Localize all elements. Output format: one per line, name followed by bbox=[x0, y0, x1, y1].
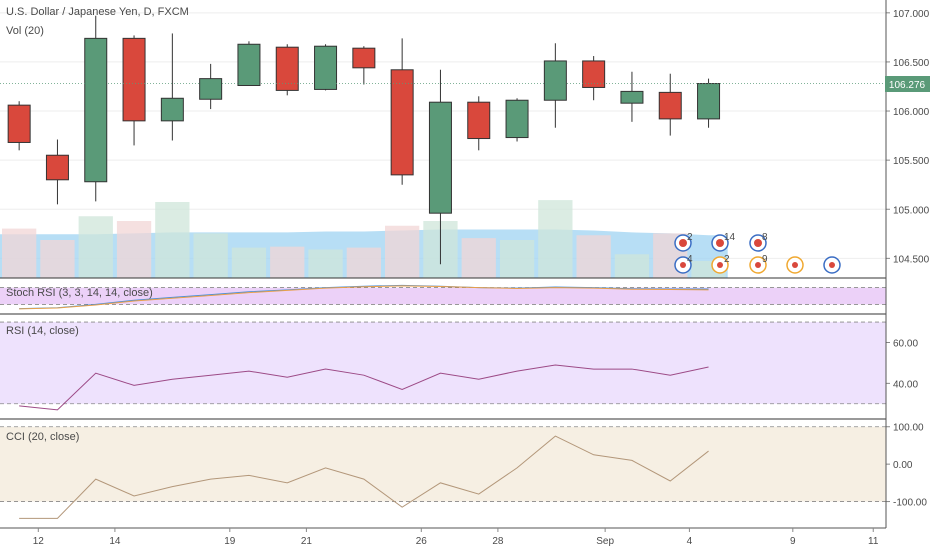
cci-band-fill bbox=[0, 426, 886, 502]
candle-up bbox=[620, 90, 644, 104]
rsi-tick-label: 40.00 bbox=[893, 379, 918, 390]
candle-down bbox=[467, 101, 491, 140]
x-tick-label: 19 bbox=[224, 536, 236, 547]
event-count: 2 bbox=[724, 254, 730, 265]
candle-down bbox=[45, 154, 69, 181]
rsi-line bbox=[19, 364, 709, 411]
volume-bar bbox=[78, 216, 113, 278]
candle-down bbox=[7, 104, 31, 143]
volume-bar bbox=[614, 254, 650, 278]
candle-down bbox=[582, 60, 606, 88]
volume-bar bbox=[193, 233, 228, 278]
price-tick-label: 107.000 bbox=[893, 9, 930, 20]
last-price-value: 106.276 bbox=[889, 80, 926, 91]
event-count: 14 bbox=[724, 232, 736, 243]
events-group: 2 14 8 4 2 9 bbox=[674, 232, 841, 274]
price-group bbox=[0, 15, 886, 265]
volume-bar bbox=[538, 200, 573, 278]
event-flag-dot bbox=[716, 239, 724, 247]
volume-bar bbox=[116, 221, 152, 278]
x-tick-label: 28 bbox=[492, 536, 504, 547]
stoch-rsi-group bbox=[0, 284, 886, 310]
event-count: 9 bbox=[762, 254, 768, 265]
candle-down bbox=[352, 47, 376, 69]
volume-bar bbox=[461, 238, 496, 278]
cci-group bbox=[0, 426, 886, 519]
volume-bar bbox=[155, 202, 190, 278]
rsi-tick-label: 60.00 bbox=[893, 339, 918, 350]
event-count: 2 bbox=[687, 232, 693, 243]
cci-tick-label: 100.00 bbox=[893, 423, 924, 434]
event-inner-dot bbox=[792, 262, 798, 268]
event-flag-dot bbox=[754, 239, 762, 247]
x-tick-label: 21 bbox=[301, 536, 313, 547]
volume-bar bbox=[2, 228, 37, 278]
candle-up bbox=[199, 78, 223, 100]
stoch-band-fill bbox=[0, 287, 886, 305]
candle-up bbox=[505, 99, 529, 139]
event-inner-dot bbox=[680, 262, 686, 268]
event-inner-dot bbox=[829, 262, 835, 268]
price-tick-label: 106.500 bbox=[893, 58, 930, 69]
last-price-badge bbox=[885, 76, 930, 92]
chart-title: U.S. Dollar / Japanese Yen, D, FXCM bbox=[6, 6, 189, 18]
volume-group bbox=[0, 200, 728, 278]
candle-down bbox=[390, 69, 414, 176]
candle-down bbox=[122, 37, 146, 122]
x-tick-label: 14 bbox=[109, 536, 121, 547]
volume-bar bbox=[270, 246, 305, 278]
x-tick-label: Sep bbox=[596, 536, 614, 547]
volume-bar bbox=[40, 240, 75, 278]
rsi-label: RSI (14, close) bbox=[6, 325, 79, 337]
cci-tick-label: -100.00 bbox=[893, 498, 927, 509]
candle-up bbox=[428, 101, 452, 214]
event-count: 8 bbox=[762, 232, 768, 243]
candle-down bbox=[275, 46, 299, 91]
stoch-d-line bbox=[19, 285, 709, 310]
candle-up bbox=[160, 97, 184, 122]
candle-up bbox=[697, 83, 721, 120]
x-tick-label: 26 bbox=[416, 536, 428, 547]
price-tick-label: 105.000 bbox=[893, 205, 930, 216]
event-inner-dot bbox=[717, 262, 723, 268]
candle-down bbox=[658, 91, 682, 120]
volume-bar bbox=[308, 249, 343, 278]
cci-label: CCI (20, close) bbox=[6, 431, 79, 443]
candle-up bbox=[237, 43, 261, 86]
x-tick-label: 12 bbox=[33, 536, 45, 547]
volume-bar bbox=[231, 247, 267, 278]
stoch-k-line bbox=[19, 284, 709, 310]
event-inner-dot bbox=[755, 262, 761, 268]
volume-bar bbox=[576, 235, 611, 278]
candle-up bbox=[84, 37, 108, 183]
candle-up bbox=[543, 60, 567, 101]
cci-line bbox=[19, 435, 709, 519]
cci-tick-label: 0.00 bbox=[893, 460, 913, 471]
x-tick-label: 11 bbox=[868, 536, 879, 547]
price-tick-label: 105.500 bbox=[893, 156, 930, 167]
volume-bar bbox=[385, 225, 420, 278]
volume-label: Vol (20) bbox=[6, 25, 44, 37]
volume-bar bbox=[499, 240, 535, 278]
rsi-band-fill bbox=[0, 322, 886, 404]
x-tick-label: 4 bbox=[687, 536, 693, 547]
event-flag-dot bbox=[679, 239, 687, 247]
candle-up bbox=[314, 45, 338, 90]
event-count: 4 bbox=[687, 254, 693, 265]
price-tick-label: 104.500 bbox=[893, 254, 930, 265]
stoch-rsi-label: Stoch RSI (3, 3, 14, 14, close) bbox=[6, 287, 153, 299]
price-tick-label: 106.000 bbox=[893, 107, 930, 118]
x-tick-label: 9 bbox=[790, 536, 796, 547]
rsi-group bbox=[0, 321, 886, 411]
volume-bar bbox=[346, 247, 381, 278]
